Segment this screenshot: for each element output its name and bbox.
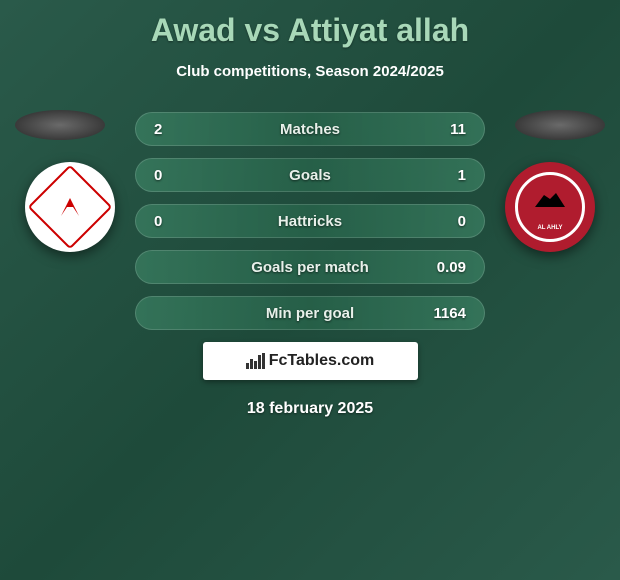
stat-right-value: 0 [426,213,466,230]
zamalek-crest-icon [28,165,113,250]
stat-right-value: 1 [426,167,466,184]
al-ahly-crest-icon [515,172,585,242]
club-badge-left [25,162,115,252]
shadow-oval-right [515,110,605,140]
stat-row-goals-per-match: Goals per match 0.09 [135,250,485,284]
page-title: Awad vs Attiyat allah [0,0,620,49]
comparison-panel: 2 Matches 11 0 Goals 1 0 Hattricks 0 Goa… [0,110,620,418]
stat-row-matches: 2 Matches 11 [135,112,485,146]
brand-text: FcTables.com [269,352,375,370]
stat-label: Goals [289,167,331,184]
stat-row-min-per-goal: Min per goal 1164 [135,296,485,330]
page-subtitle: Club competitions, Season 2024/2025 [0,63,620,80]
stat-label: Min per goal [266,305,354,322]
bar-chart-icon [246,353,265,369]
stat-right-value: 1164 [426,305,466,322]
stat-left-value: 2 [154,121,194,138]
date-label: 18 february 2025 [0,400,620,418]
stat-left-value: 0 [154,167,194,184]
shadow-oval-left [15,110,105,140]
stats-list: 2 Matches 11 0 Goals 1 0 Hattricks 0 Goa… [135,110,485,330]
stat-label: Goals per match [251,259,369,276]
stat-right-value: 0.09 [426,259,466,276]
stat-label: Hattricks [278,213,342,230]
stat-right-value: 11 [426,121,466,138]
brand-badge: FcTables.com [203,342,418,380]
club-badge-right [505,162,595,252]
stat-row-hattricks: 0 Hattricks 0 [135,204,485,238]
stat-label: Matches [280,121,340,138]
stat-row-goals: 0 Goals 1 [135,158,485,192]
stat-left-value: 0 [154,213,194,230]
